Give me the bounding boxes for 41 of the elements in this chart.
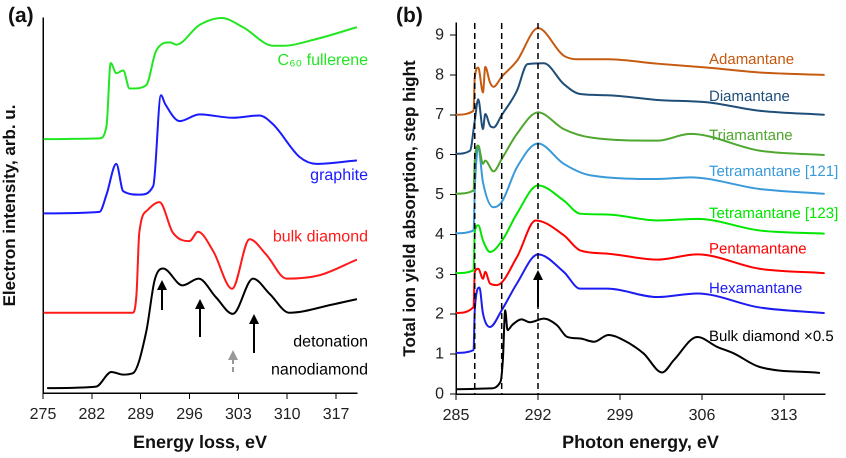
x-tick-label: 313 xyxy=(770,407,798,424)
series-label: Tetramantane [121] xyxy=(709,162,838,180)
y-tick-label: 6 xyxy=(435,146,444,164)
x-axis-title: Photon energy, eV xyxy=(562,432,719,452)
y-tick-label: 9 xyxy=(435,26,444,44)
x-tick-label: 296 xyxy=(176,406,203,424)
y-tick-label: 3 xyxy=(435,266,444,283)
x-tick-label: 282 xyxy=(78,406,106,424)
x-tick-label: 289 xyxy=(127,406,154,424)
series-label: Triamantane xyxy=(709,127,793,144)
series-label: Tetramantane [123] xyxy=(709,204,838,222)
series-label: Adamantane xyxy=(709,51,794,68)
series-label: Bulk diamond ×0.5 xyxy=(709,328,834,345)
y-tick-label: 2 xyxy=(435,306,444,323)
x-axis-title: Energy loss, eV xyxy=(132,432,268,452)
x-tick-label: 306 xyxy=(688,407,716,424)
series-label: graphite xyxy=(310,166,368,184)
line-series xyxy=(456,27,825,116)
x-tick-label: 292 xyxy=(524,407,552,424)
y-tick-label: 5 xyxy=(435,186,444,203)
x-tick-label: 317 xyxy=(322,406,350,424)
x-tick-label: 310 xyxy=(274,406,301,424)
x-tick-label: 303 xyxy=(225,406,252,424)
series-label: detonation nanodiamond xyxy=(271,334,368,379)
y-tick-label: 0 xyxy=(435,385,444,402)
series-label: Hexamantane xyxy=(709,280,802,298)
series-label: C₆₀ fullerene xyxy=(278,52,368,69)
series-label: Diamantane xyxy=(709,88,790,105)
y-tick-label: 8 xyxy=(435,66,444,84)
y-tick-label: 7 xyxy=(435,106,444,124)
x-tick-label: 275 xyxy=(30,406,56,424)
y-axis-title: Total ion yield absorption, step hight xyxy=(400,60,419,357)
y-tick-label: 1 xyxy=(435,346,444,363)
chart-title: (b) xyxy=(396,4,423,28)
series-label: Pentamantane xyxy=(709,240,807,258)
series-label: bulk diamond xyxy=(272,228,368,246)
y-axis-title: Electron intensity, arb. u. xyxy=(0,104,19,306)
x-tick-label: 299 xyxy=(606,407,634,424)
chart-title: (a) xyxy=(8,4,34,28)
y-tick-label: 4 xyxy=(435,226,444,243)
x-tick-label: 285 xyxy=(442,407,470,424)
